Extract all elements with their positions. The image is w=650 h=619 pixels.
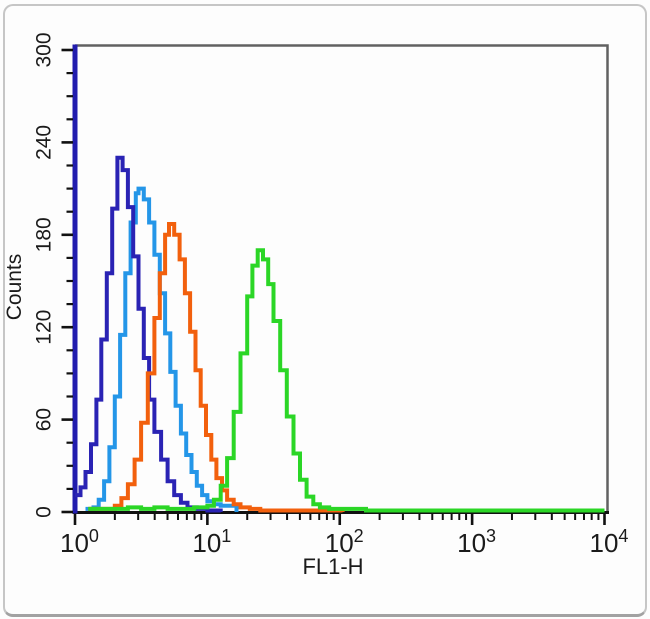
series-light-blue-curve <box>85 186 239 512</box>
x-tick-label: 102 <box>325 526 364 558</box>
x-tick-label: 103 <box>457 526 496 558</box>
y-tick-label: 180 <box>33 217 56 252</box>
y-tick-label: 60 <box>33 408 56 431</box>
x-tick-label: 104 <box>590 526 629 558</box>
plot-frame <box>75 44 609 512</box>
y-tick-label: 120 <box>33 310 56 345</box>
y-tick-label: 0 <box>33 506 56 518</box>
y-tick-label: 300 <box>33 32 56 67</box>
series-navy-curve <box>75 155 223 513</box>
series-orange-curve <box>88 222 345 513</box>
x-tick-label: 100 <box>60 526 99 558</box>
y-axis-title: Counts <box>3 254 26 321</box>
series-green-curve <box>88 248 605 513</box>
x-axis-title: FL1-H <box>302 554 363 579</box>
chart-generated-layer: 0 60 120 180 240 300 100 101 102 103 104 <box>33 32 629 558</box>
y-tick-label: 240 <box>33 125 56 160</box>
x-tick-label: 101 <box>192 526 231 558</box>
